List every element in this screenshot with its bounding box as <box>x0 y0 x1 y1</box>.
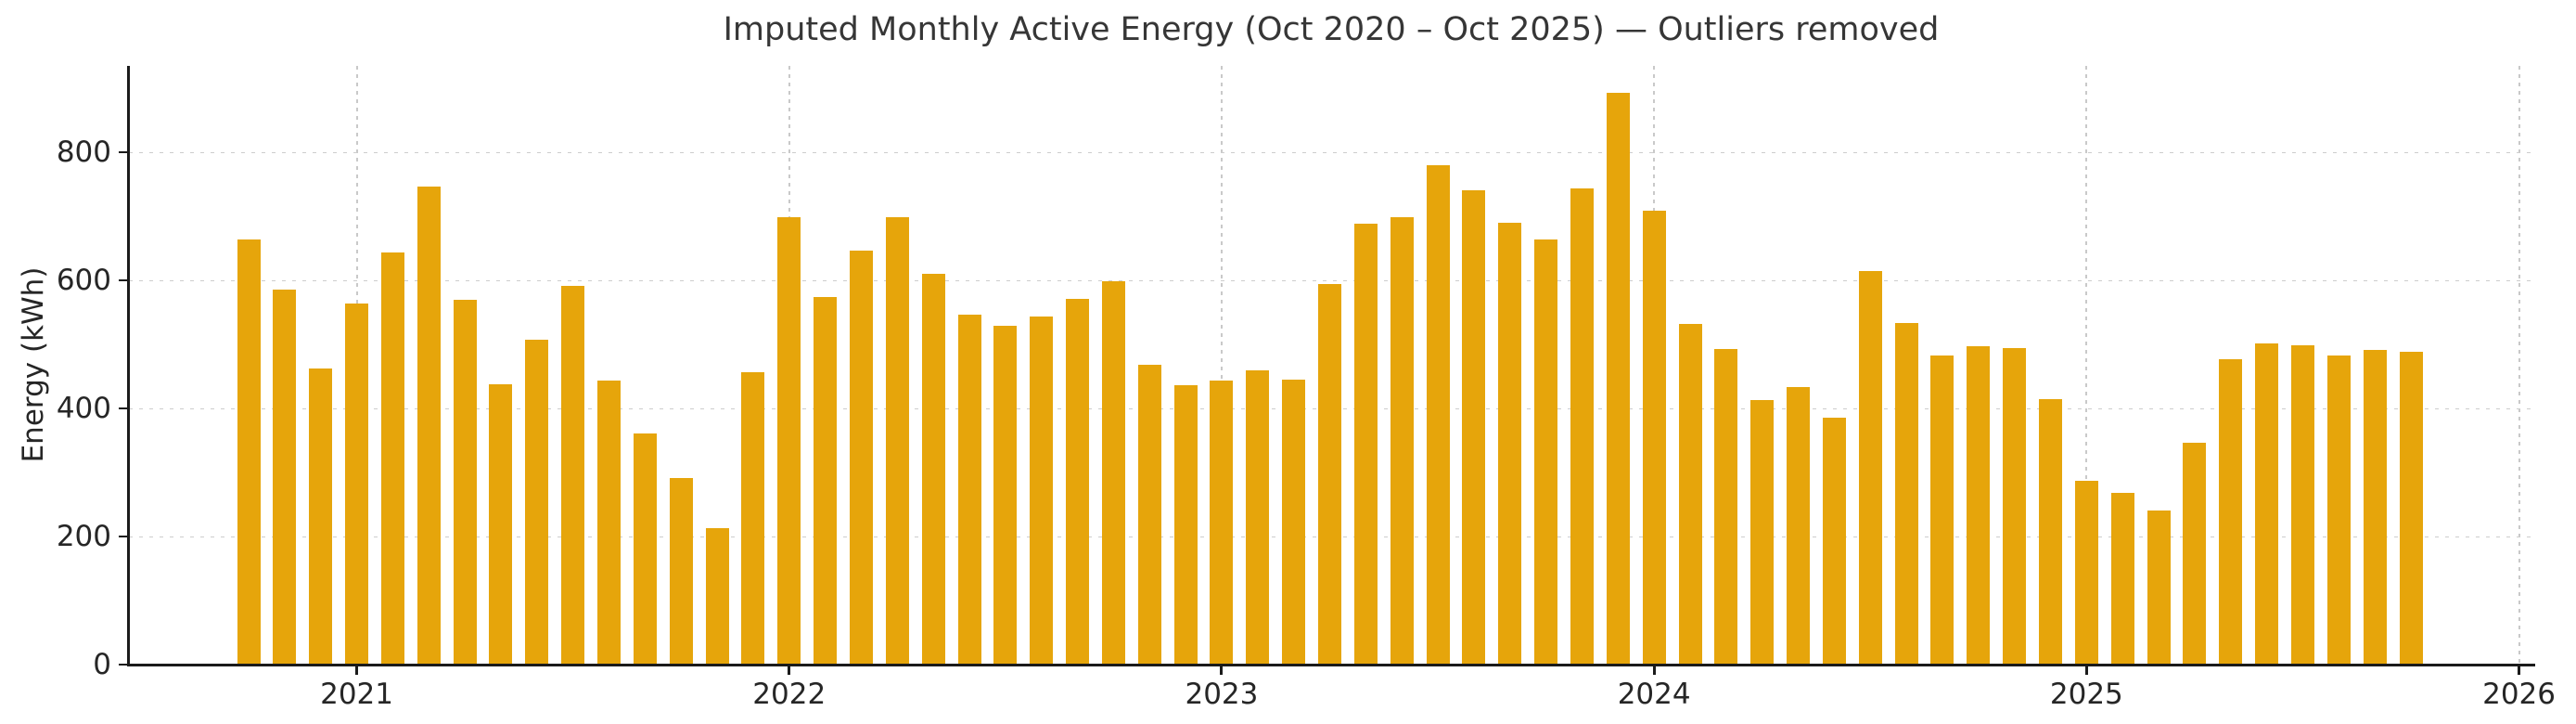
bar-2023-07 <box>1426 164 1450 665</box>
bar-2023-09 <box>1498 223 1522 665</box>
x-tick-label: 2023 <box>1185 678 1259 711</box>
bar-2023-02 <box>1246 370 1270 665</box>
y-tick-mark <box>119 664 127 666</box>
x-tick-label: 2021 <box>320 678 393 711</box>
bar-2020-10 <box>237 239 261 665</box>
bar-2021-08 <box>597 381 621 665</box>
y-tick-mark <box>119 151 127 154</box>
bar-2022-02 <box>814 297 838 665</box>
bar-2023-11 <box>1570 187 1594 665</box>
x-tick-mark <box>788 666 791 675</box>
y-tick-label: 400 <box>56 392 111 426</box>
bar-2023-03 <box>1282 380 1306 665</box>
bar-2021-02 <box>380 252 404 665</box>
x-tick-label: 2025 <box>2049 678 2123 711</box>
bar-2022-04 <box>885 216 909 665</box>
bar-2024-11 <box>2003 347 2027 665</box>
bar-2024-01 <box>1642 210 1666 665</box>
bar-2025-03 <box>2147 510 2171 665</box>
y-tick-label: 600 <box>56 264 111 298</box>
x-tick-label: 2024 <box>1617 678 1691 711</box>
y-tick-label: 0 <box>93 648 111 681</box>
bar-2023-06 <box>1390 216 1414 665</box>
bar-2021-05 <box>489 383 513 665</box>
bar-2024-07 <box>1858 271 1882 665</box>
bar-2024-02 <box>1678 324 1702 665</box>
bar-2024-12 <box>2039 399 2062 665</box>
x-tick-mark <box>2518 666 2521 675</box>
bar-2023-10 <box>1534 239 1558 665</box>
y-tick-mark <box>119 279 127 282</box>
y-axis-spine <box>127 66 130 666</box>
bar-2025-02 <box>2110 493 2134 665</box>
bar-2022-06 <box>957 315 981 665</box>
bar-2022-03 <box>849 250 873 665</box>
x-gridline <box>1220 66 1223 665</box>
chart-title: Imputed Monthly Active Energy (Oct 2020 … <box>723 11 1940 48</box>
x-tick-label: 2022 <box>752 678 827 711</box>
bar-2020-12 <box>309 368 333 665</box>
bar-2023-04 <box>1318 284 1341 665</box>
bar-2024-10 <box>1967 346 1991 665</box>
bar-2021-06 <box>525 340 549 665</box>
x-gridline <box>2085 66 2088 665</box>
bar-2022-07 <box>993 326 1018 665</box>
bar-2021-04 <box>453 300 477 665</box>
bar-2025-04 <box>2183 442 2207 665</box>
bar-2025-01 <box>2074 481 2098 665</box>
bar-2024-04 <box>1750 400 1775 665</box>
bar-2024-09 <box>1930 356 1954 665</box>
bar-2022-11 <box>1137 365 1161 665</box>
bar-2021-01 <box>345 303 369 665</box>
y-gridline <box>129 151 2533 153</box>
bar-2023-12 <box>1606 92 1630 665</box>
bar-2023-01 <box>1210 381 1234 665</box>
bar-2024-03 <box>1714 348 1738 665</box>
y-tick-mark <box>119 536 127 538</box>
bar-2020-11 <box>273 289 297 665</box>
bar-2023-05 <box>1353 223 1378 665</box>
bar-2025-09 <box>2363 350 2387 665</box>
y-gridline <box>129 279 2533 281</box>
bar-2022-12 <box>1173 384 1198 665</box>
bar-2021-10 <box>669 478 693 665</box>
y-tick-label: 200 <box>56 520 111 554</box>
bar-2025-05 <box>2219 358 2243 665</box>
bar-2025-10 <box>2399 352 2423 665</box>
x-axis-spine <box>127 664 2535 666</box>
bar-2024-05 <box>1787 386 1811 665</box>
x-tick-label: 2026 <box>2482 678 2556 711</box>
x-tick-mark <box>1220 666 1224 675</box>
bar-2024-06 <box>1822 417 1846 665</box>
x-gridline <box>2518 66 2520 665</box>
bar-2022-05 <box>921 273 945 665</box>
x-tick-mark <box>2084 666 2088 675</box>
bar-2022-08 <box>1030 316 1054 665</box>
bar-2023-08 <box>1462 189 1486 665</box>
y-tick-mark <box>119 407 127 410</box>
y-tick-label: 800 <box>56 136 111 170</box>
x-tick-mark <box>355 666 359 675</box>
bar-2022-09 <box>1066 299 1090 665</box>
bar-2021-07 <box>561 285 585 665</box>
x-tick-mark <box>1652 666 1656 675</box>
bar-2022-01 <box>777 217 801 665</box>
bar-2025-06 <box>2255 343 2279 665</box>
bar-2024-08 <box>1894 323 1918 665</box>
bar-2021-12 <box>741 372 765 665</box>
bar-2021-03 <box>417 187 441 665</box>
bar-2025-08 <box>2326 355 2351 665</box>
bar-2021-09 <box>633 433 657 665</box>
bar-2025-07 <box>2290 345 2314 665</box>
bar-2021-11 <box>705 528 729 665</box>
bar-2022-10 <box>1101 280 1125 665</box>
